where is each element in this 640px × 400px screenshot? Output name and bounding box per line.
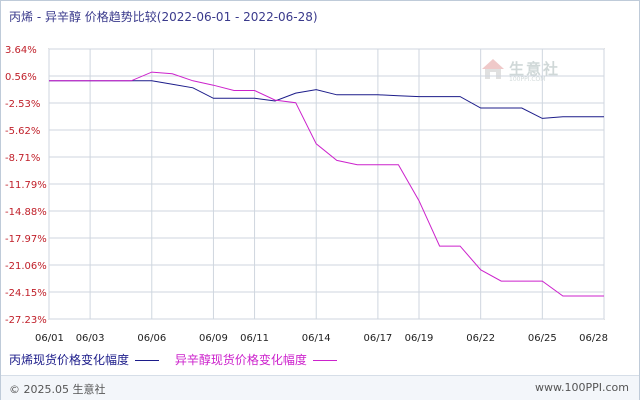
y-tick-label: -21.06% xyxy=(5,261,47,272)
x-tick-label: 06/22 xyxy=(466,333,495,344)
legend-swatch-series-2 xyxy=(312,360,337,361)
x-tick-label: 06/11 xyxy=(240,333,269,344)
chart-title: 丙烯 - 异辛醇 价格趋势比较(2022-06-01 - 2022-06-28) xyxy=(9,8,318,25)
legend: 丙烯现货价格变化幅度 异辛醇现货价格变化幅度 xyxy=(9,351,349,368)
series-line-2 xyxy=(49,71,604,297)
legend-item-series-1: 丙烯现货价格变化幅度 xyxy=(9,351,160,368)
x-tick-label: 06/03 xyxy=(76,333,105,344)
y-tick-label: -27.23% xyxy=(5,315,47,326)
series-line-1 xyxy=(49,80,604,119)
watermark-url: 100PPI.COM xyxy=(509,76,546,83)
y-tick-label: 0.56% xyxy=(5,72,37,83)
x-tick-label: 06/17 xyxy=(363,333,392,344)
grid-lines xyxy=(48,48,605,320)
legend-swatch-series-1 xyxy=(135,360,160,361)
y-tick-label: -5.62% xyxy=(5,126,40,137)
x-tick-label: 06/28 xyxy=(579,333,608,344)
x-tick-labels: 06/01 06/03 06/06 06/09 06/11 06/14 06/17 06/19… xyxy=(35,333,608,344)
footer-site-link[interactable]: www.100PPI.com xyxy=(535,381,629,394)
x-tick-label: 06/01 xyxy=(35,333,64,344)
y-tick-label: -8.71% xyxy=(5,153,40,164)
y-tick-label: -2.53% xyxy=(5,99,40,110)
x-tick-label: 06/06 xyxy=(137,333,166,344)
y-tick-label: 3.64% xyxy=(5,45,37,56)
x-tick-label: 06/25 xyxy=(528,333,557,344)
y-tick-label: -24.15% xyxy=(5,288,47,299)
legend-label-series-1: 丙烯现货价格变化幅度 xyxy=(9,353,130,367)
line-chart: 3.64% 0.56% -2.53% -5.62% -8.71% -11.79% -14.8… xyxy=(5,45,608,344)
footer-copyright: © 2025.05 生意社 xyxy=(9,383,106,396)
legend-item-series-2: 异辛醇现货价格变化幅度 xyxy=(175,351,337,368)
x-tick-label: 06/19 xyxy=(405,333,434,344)
title-main: 丙烯 - 异辛醇 价格趋势比较 xyxy=(9,10,157,24)
y-tick-label: -17.97% xyxy=(5,234,47,245)
title-date-range: (2022-06-01 - 2022-06-28) xyxy=(156,10,318,24)
watermark-text: 生意社 xyxy=(509,60,561,78)
footer: © 2025.05 生意社 www.100PPI.com xyxy=(1,375,639,400)
series-lines xyxy=(49,71,604,297)
y-tick-label: -14.88% xyxy=(5,207,47,218)
y-tick-label: -11.79% xyxy=(5,180,47,191)
legend-label-series-2: 异辛醇现货价格变化幅度 xyxy=(174,353,307,367)
watermark: 生意社 100PPI.COM xyxy=(481,56,576,84)
y-tick-labels: 3.64% 0.56% -2.53% -5.62% -8.71% -11.79% -14.8… xyxy=(5,45,47,326)
x-tick-label: 06/14 xyxy=(302,333,331,344)
x-tick-label: 06/09 xyxy=(199,333,228,344)
